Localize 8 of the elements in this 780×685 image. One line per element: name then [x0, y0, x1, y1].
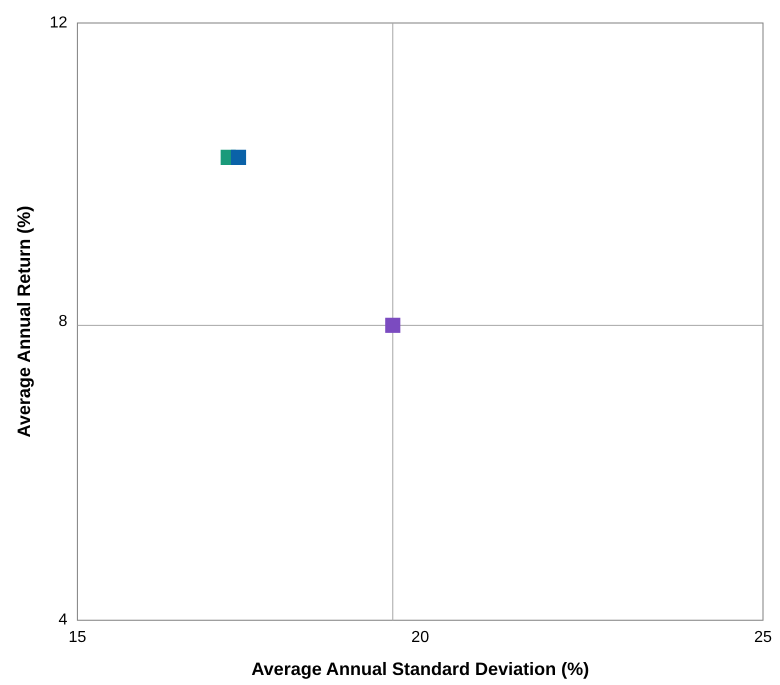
y-tick-label: 8 [58, 313, 68, 330]
x-tick-label: 20 [411, 629, 430, 646]
x-axis-title: Average Annual Standard Deviation (%) [251, 659, 590, 680]
x-tick-label: 25 [754, 629, 772, 646]
y-tick-label: 12 [50, 14, 68, 32]
x-tick-label: 15 [68, 629, 86, 646]
y-axis-title: Average Annual Return (%) [14, 206, 34, 438]
y-tick-label: 4 [58, 612, 68, 629]
